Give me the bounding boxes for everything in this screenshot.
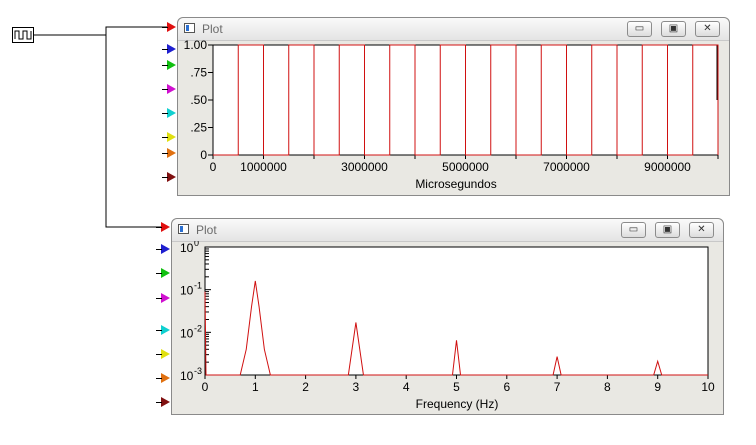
plot-top-canvas: 0 .25 .50 .75 1.00 0 1000000 3000000 5000000 700… <box>184 40 719 191</box>
square-wave-trace <box>213 44 719 156</box>
y-tick-exponent: -1 <box>194 281 202 291</box>
x-axis-label: Microsegundos <box>415 177 496 191</box>
x-tick-label: 5000000 <box>442 160 489 174</box>
y-tick-label: .25 <box>190 121 207 135</box>
input-port[interactable] <box>162 22 176 32</box>
y-tick-label: 10 <box>180 241 194 255</box>
x-tick-label: 7000000 <box>543 160 590 174</box>
y-tick-label: 10 <box>180 326 194 340</box>
x-tick-label: 5 <box>453 380 460 394</box>
input-port-3[interactable] <box>156 293 170 303</box>
y-tick-label: 1.00 <box>184 40 208 52</box>
x-tick-label: 0 <box>210 160 217 174</box>
window-title: Plot <box>196 223 217 237</box>
x-tick-label: 0 <box>202 380 209 394</box>
plot-window-icon <box>184 23 195 33</box>
x-tick-label: 7 <box>554 380 561 394</box>
x-tick-label: 1000000 <box>240 160 287 174</box>
close-button[interactable]: ✕ <box>689 222 714 238</box>
input-port-7[interactable] <box>162 172 176 182</box>
input-port-5[interactable] <box>162 132 176 142</box>
y-tick-label: .75 <box>190 66 207 80</box>
input-port-2[interactable] <box>156 268 170 278</box>
input-port-4[interactable] <box>162 108 176 118</box>
input-port-1[interactable] <box>156 244 170 254</box>
y-tick-exponent: -2 <box>194 323 202 333</box>
plot-bottom-frame <box>204 246 709 376</box>
y-tick-exponent: -3 <box>194 366 202 376</box>
window-title: Plot <box>202 22 223 36</box>
x-tick-label: 6 <box>503 380 510 394</box>
y-tick-label: 0 <box>200 148 207 162</box>
x-tick-label: 8 <box>604 380 611 394</box>
input-port-6[interactable] <box>156 373 170 383</box>
input-port[interactable] <box>156 222 170 232</box>
x-tick-label: 9000000 <box>644 160 691 174</box>
input-port-7[interactable] <box>156 397 170 407</box>
x-tick-label: 3000000 <box>341 160 388 174</box>
maximize-button[interactable]: ▣ <box>661 21 686 37</box>
input-port-3[interactable] <box>162 84 176 94</box>
y-tick-label: 10 <box>180 369 194 383</box>
input-port-4[interactable] <box>156 325 170 335</box>
title-bar[interactable]: Plot ▭ ▣ ✕ <box>172 219 723 242</box>
x-tick-label: 2 <box>302 380 309 394</box>
square-wave-generator[interactable] <box>12 27 34 43</box>
x-tick-label: 4 <box>403 380 410 394</box>
square-wave-icon <box>14 30 32 40</box>
maximize-button[interactable]: ▣ <box>655 222 680 238</box>
y-tick-label: 10 <box>180 284 194 298</box>
plot-window-icon <box>178 224 189 234</box>
minimize-button[interactable]: ▭ <box>627 21 652 37</box>
plot-window-top[interactable]: Plot ▭ ▣ ✕ 0 .25 .50 .75 1.00 0 1000000 300000… <box>177 17 730 196</box>
spectrum-trace <box>204 280 708 376</box>
input-port-6[interactable] <box>162 148 176 158</box>
minimize-button[interactable]: ▭ <box>621 222 646 238</box>
x-tick-label: 9 <box>654 380 661 394</box>
x-axis-label: Frequency (Hz) <box>416 397 499 411</box>
input-port-2[interactable] <box>162 60 176 70</box>
y-tick-exponent: 0 <box>194 241 199 248</box>
title-bar[interactable]: Plot ▭ ▣ ✕ <box>178 18 729 41</box>
x-tick-label: 1 <box>252 380 259 394</box>
close-button[interactable]: ✕ <box>695 21 720 37</box>
input-port-5[interactable] <box>156 349 170 359</box>
x-tick-label: 10 <box>701 380 715 394</box>
x-tick-label: 3 <box>353 380 360 394</box>
input-port-1[interactable] <box>162 44 176 54</box>
plot-window-bottom[interactable]: Plot ▭ ▣ ✕ 10 0 10 -1 10 -2 10 -3 0 1 2 3 4 5 6 7 8 9 10 … <box>171 218 724 415</box>
y-tick-label: .50 <box>190 93 207 107</box>
